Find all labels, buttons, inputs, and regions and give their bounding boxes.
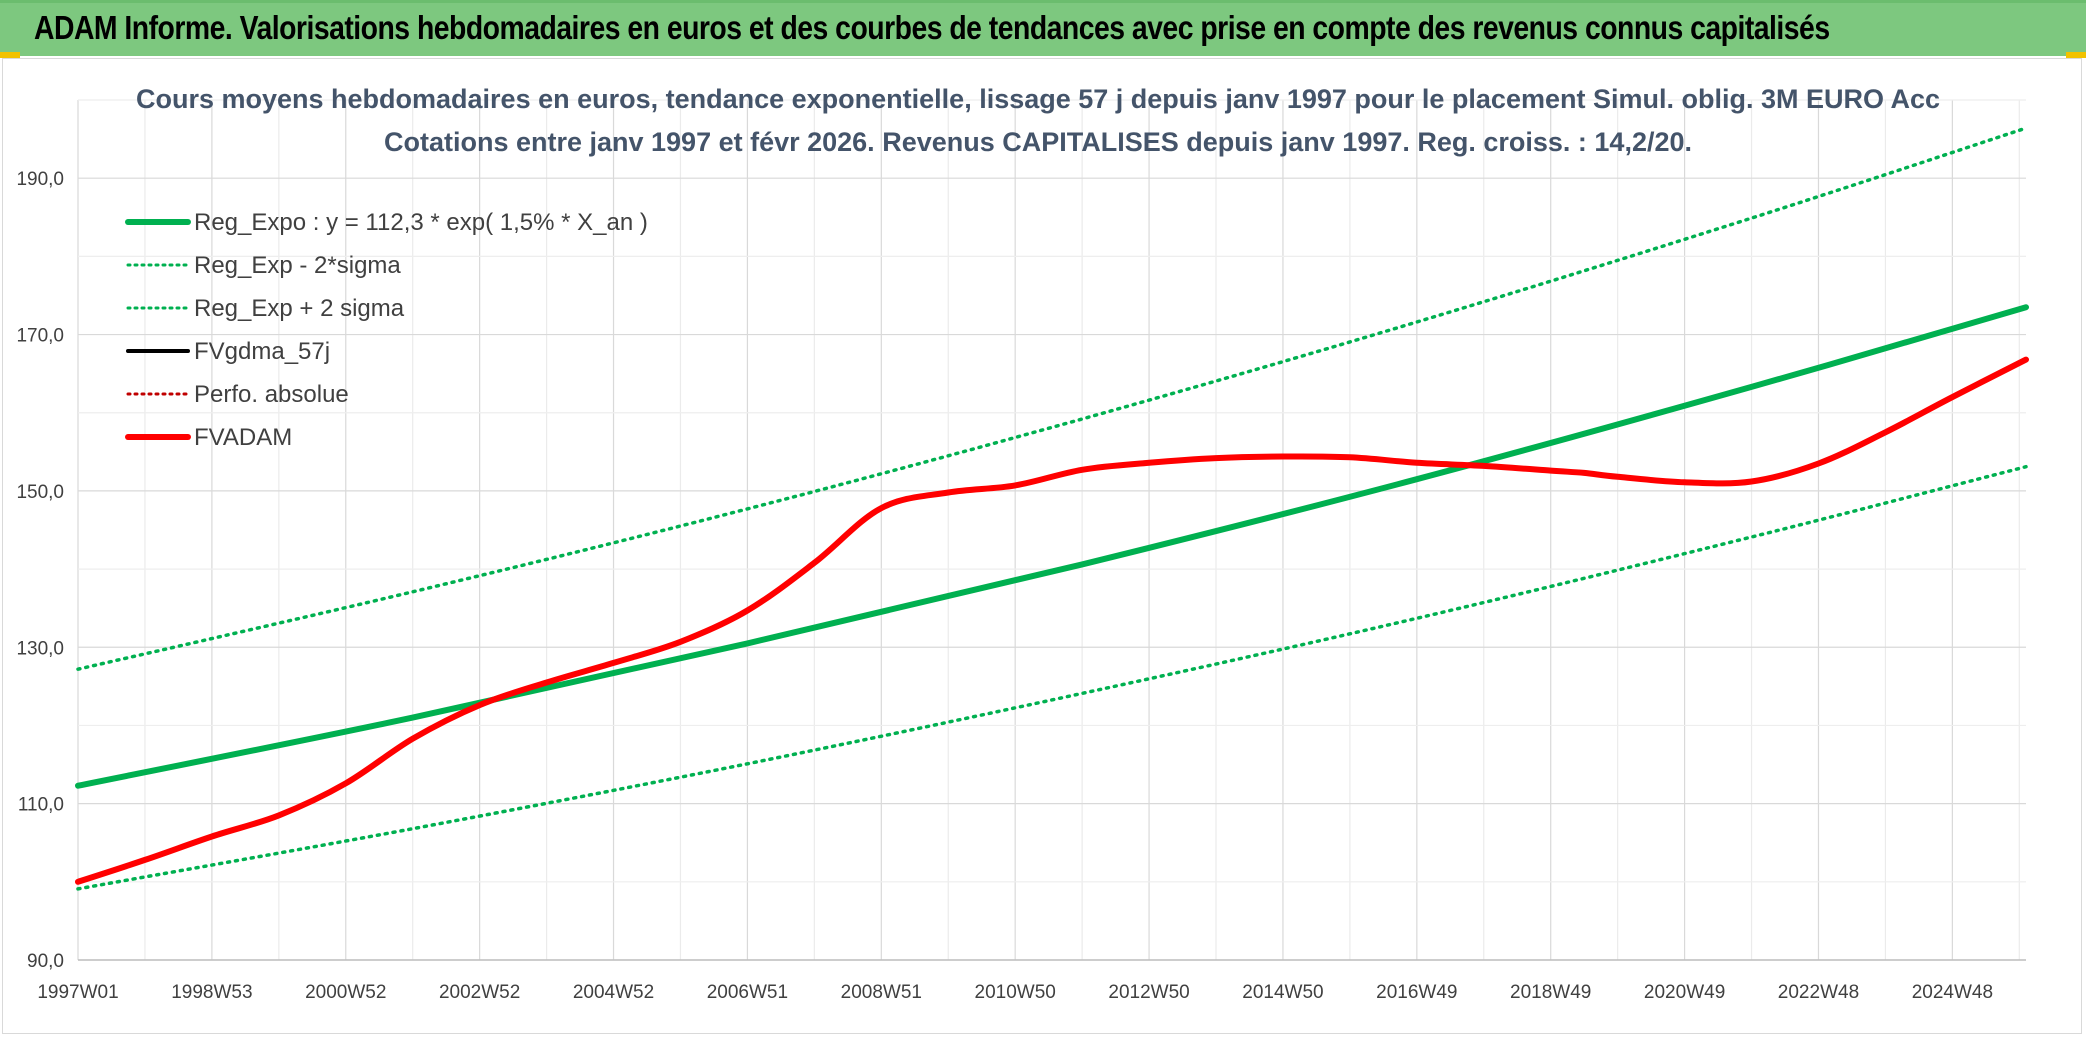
series-layer [75,126,2029,891]
x-tick-label: 2008W51 [841,982,922,1003]
series-line-2 [76,126,2028,671]
x-tick-label: 2006W51 [707,982,788,1003]
x-tick-label: 1997W01 [37,982,118,1003]
legend-label: FVgdma_57j [194,338,330,365]
x-tick-label: 2010W50 [975,982,1056,1003]
header-banner: ADAM Informe. Valorisations hebdomadaire… [0,0,2086,56]
x-tick-label: 2024W48 [1912,982,1993,1003]
x-tick-label: 2000W52 [305,982,386,1003]
y-tick-label: 90,0 [27,951,64,972]
legend-label: Perfo. absolue [194,381,349,408]
x-tick-label: 2016W49 [1376,982,1457,1003]
legend-label: Reg_Exp - 2*sigma [194,252,401,279]
y-tick-label: 110,0 [18,795,64,816]
x-tick-label: 2012W50 [1108,982,1189,1003]
x-tick-label: 2004W52 [573,982,654,1003]
right-corner-marker [2066,52,2086,58]
left-corner-marker [0,52,20,58]
x-tick-label: 2002W52 [439,982,520,1003]
x-tick-label: 2022W48 [1778,982,1859,1003]
series-line-5 [75,356,2029,885]
x-tick-label: 1998W53 [171,982,252,1003]
legend: Reg_Expo : y = 112,3 * exp( 1,5% * X_an … [125,209,648,451]
y-tick-label: 150,0 [16,482,64,503]
legend-label: Reg_Expo : y = 112,3 * exp( 1,5% * X_an … [194,209,648,236]
x-tick-label: 2014W50 [1242,982,1323,1003]
chart-title-line-1: Cours moyens hebdomadaires en euros, ten… [136,84,1940,114]
y-tick-label: 170,0 [16,326,64,347]
chart-frame [2,58,2082,1034]
y-tick-label: 130,0 [16,638,64,659]
x-tick-label: 2020W49 [1644,982,1725,1003]
series-line-0 [75,304,2029,789]
x-tick-label: 2018W49 [1510,982,1591,1003]
legend-label: FVADAM [194,424,292,451]
y-tick-label: 190,0 [16,169,64,190]
axis-layer: 90,0 110,0 130,0 150,0 170,0 190,0 1997W01 1998… [16,169,2026,1003]
legend-label: Reg_Exp + 2 sigma [194,295,405,322]
series-line-1 [76,464,2028,891]
chart-title-line-2: Cotations entre janv 1997 et févr 2026. … [384,127,1692,157]
banner-title: ADAM Informe. Valorisations hebdomadaire… [34,9,1830,46]
title-layer: Cours moyens hebdomadaires en euros, ten… [136,84,1940,157]
